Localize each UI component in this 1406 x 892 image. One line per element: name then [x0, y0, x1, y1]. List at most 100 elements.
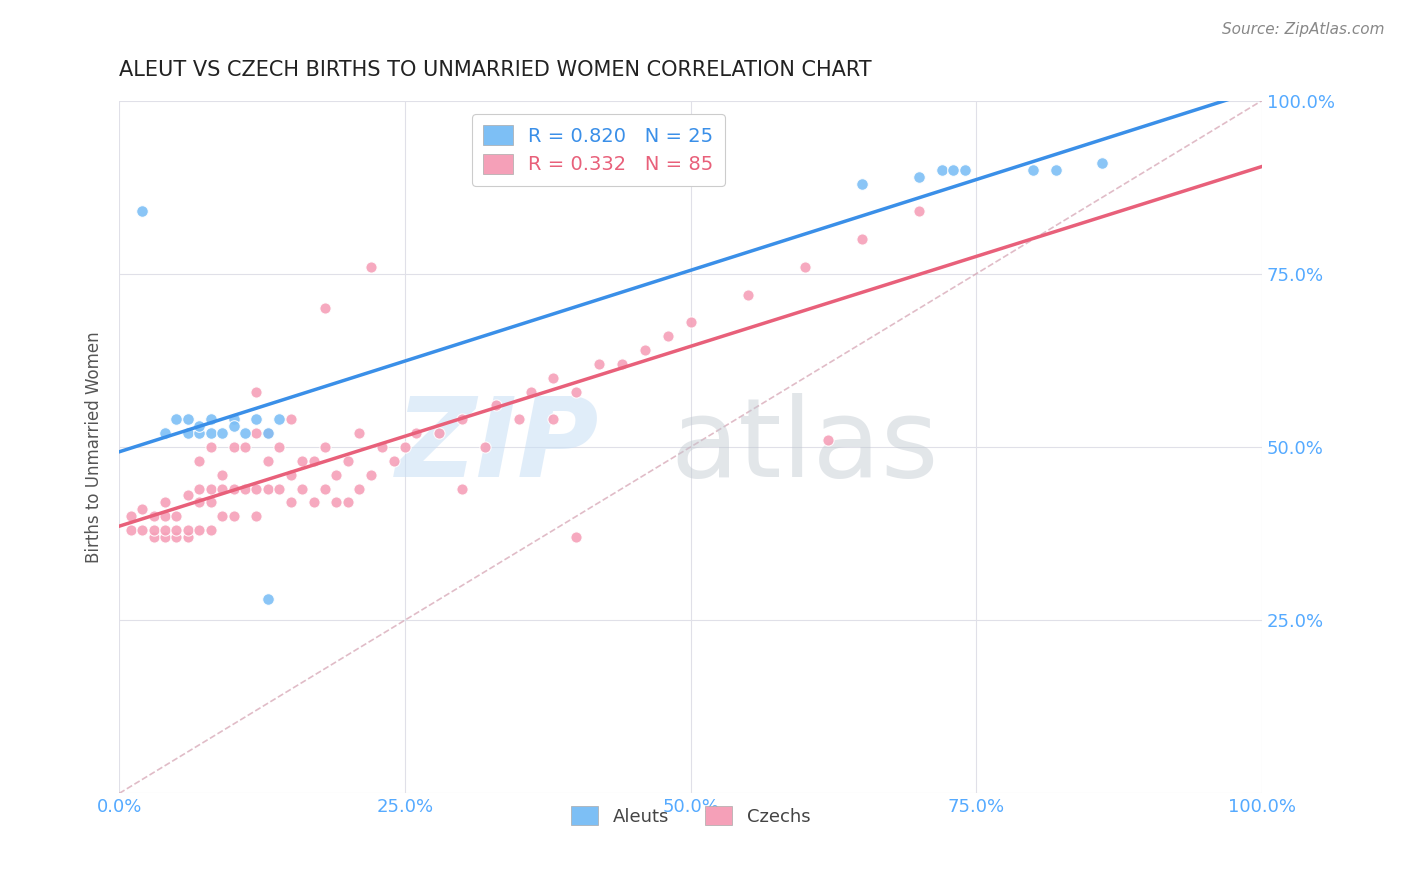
Point	[211, 467, 233, 482]
Point	[371, 440, 394, 454]
Point	[177, 530, 200, 544]
Point	[165, 523, 187, 537]
Point	[245, 482, 267, 496]
Point	[153, 495, 176, 509]
Point	[256, 426, 278, 441]
Point	[142, 530, 165, 544]
Point	[177, 426, 200, 441]
Point	[245, 412, 267, 426]
Point	[200, 482, 222, 496]
Point	[931, 162, 953, 177]
Point	[211, 482, 233, 496]
Point	[314, 301, 336, 316]
Point	[245, 426, 267, 441]
Point	[360, 467, 382, 482]
Point	[200, 523, 222, 537]
Point	[314, 440, 336, 454]
Point	[543, 412, 565, 426]
Point	[120, 523, 142, 537]
Point	[634, 343, 657, 357]
Point	[302, 454, 325, 468]
Point	[153, 523, 176, 537]
Point	[508, 412, 530, 426]
Point	[222, 482, 245, 496]
Point	[565, 530, 588, 544]
Point	[347, 482, 370, 496]
Point	[188, 523, 211, 537]
Point	[302, 495, 325, 509]
Point	[451, 412, 474, 426]
Point	[485, 398, 508, 412]
Point	[188, 482, 211, 496]
Point	[657, 329, 679, 343]
Point	[610, 357, 633, 371]
Point	[222, 440, 245, 454]
Point	[325, 495, 347, 509]
Point	[451, 482, 474, 496]
Point	[245, 509, 267, 524]
Point	[360, 260, 382, 274]
Point	[793, 260, 815, 274]
Point	[1045, 162, 1067, 177]
Point	[153, 509, 176, 524]
Point	[177, 523, 200, 537]
Point	[165, 530, 187, 544]
Point	[280, 467, 302, 482]
Point	[188, 419, 211, 434]
Point	[131, 523, 153, 537]
Point	[336, 495, 359, 509]
Point	[188, 426, 211, 441]
Point	[153, 426, 176, 441]
Point	[131, 502, 153, 516]
Point	[153, 530, 176, 544]
Point	[165, 509, 187, 524]
Point	[427, 426, 450, 441]
Point	[817, 433, 839, 447]
Y-axis label: Births to Unmarried Women: Births to Unmarried Women	[86, 331, 103, 563]
Point	[222, 412, 245, 426]
Point	[1091, 156, 1114, 170]
Point	[314, 482, 336, 496]
Point	[565, 384, 588, 399]
Point	[131, 204, 153, 219]
Point	[280, 412, 302, 426]
Point	[382, 454, 405, 468]
Point	[200, 412, 222, 426]
Point	[188, 454, 211, 468]
Point	[165, 412, 187, 426]
Point	[188, 495, 211, 509]
Point	[233, 482, 256, 496]
Point	[256, 426, 278, 441]
Point	[142, 509, 165, 524]
Point	[256, 482, 278, 496]
Point	[269, 482, 291, 496]
Legend: Aleuts, Czechs: Aleuts, Czechs	[564, 799, 817, 833]
Point	[211, 509, 233, 524]
Point	[233, 440, 256, 454]
Point	[200, 440, 222, 454]
Point	[222, 419, 245, 434]
Point	[269, 412, 291, 426]
Point	[120, 509, 142, 524]
Point	[942, 162, 965, 177]
Point	[908, 169, 931, 184]
Point	[588, 357, 610, 371]
Point	[851, 177, 873, 191]
Point	[177, 412, 200, 426]
Point	[256, 592, 278, 607]
Point	[405, 426, 427, 441]
Point	[280, 495, 302, 509]
Point	[347, 426, 370, 441]
Text: ZIP: ZIP	[395, 393, 599, 500]
Point	[336, 454, 359, 468]
Point	[200, 495, 222, 509]
Point	[269, 440, 291, 454]
Text: ALEUT VS CZECH BIRTHS TO UNMARRIED WOMEN CORRELATION CHART: ALEUT VS CZECH BIRTHS TO UNMARRIED WOMEN…	[120, 60, 872, 79]
Point	[233, 426, 256, 441]
Point	[200, 426, 222, 441]
Point	[543, 370, 565, 384]
Point	[142, 523, 165, 537]
Point	[245, 384, 267, 399]
Point	[291, 482, 314, 496]
Point	[222, 509, 245, 524]
